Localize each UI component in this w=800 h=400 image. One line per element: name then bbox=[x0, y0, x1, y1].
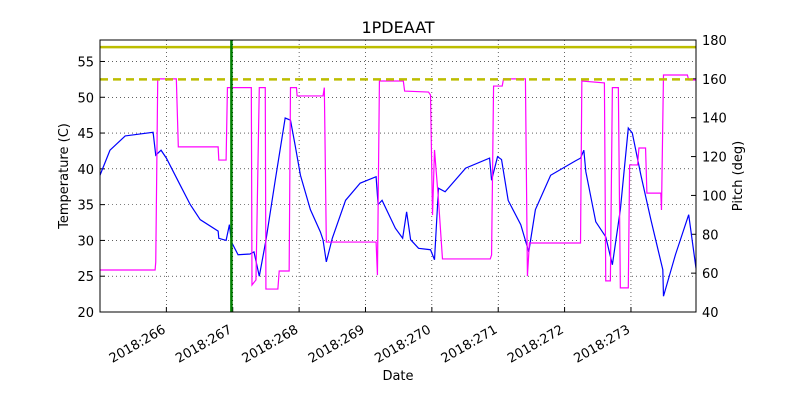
y2-axis-label: Pitch (deg) bbox=[731, 141, 746, 211]
y-tick-label: 25 bbox=[77, 270, 94, 285]
y-tick-label: 30 bbox=[77, 234, 94, 249]
y2-tick-label: 100 bbox=[702, 189, 727, 204]
x-axis-label: Date bbox=[382, 369, 413, 384]
y-tick-label: 55 bbox=[77, 55, 94, 70]
y-tick-label: 50 bbox=[77, 91, 94, 106]
data-line bbox=[100, 74, 696, 290]
y-tick-label: 45 bbox=[77, 127, 94, 142]
y2-tick-label: 120 bbox=[702, 151, 727, 166]
y2-tick-label: 60 bbox=[702, 267, 719, 282]
y2-tick-label: 140 bbox=[702, 112, 727, 127]
y-tick-label: 20 bbox=[77, 306, 94, 321]
y-axis-label: Temperature (C) bbox=[57, 123, 72, 230]
y2-tick-label: 180 bbox=[702, 34, 727, 49]
y2-tick-label: 160 bbox=[702, 73, 727, 88]
y2-tick-label: 80 bbox=[702, 228, 719, 243]
y-tick-label: 35 bbox=[77, 199, 94, 214]
chart-title: 1PDEAAT bbox=[361, 18, 434, 37]
data-line bbox=[99, 117, 697, 297]
y-tick-label: 40 bbox=[77, 163, 94, 178]
plot-frame bbox=[99, 39, 697, 313]
y2-tick-label: 40 bbox=[702, 306, 719, 321]
